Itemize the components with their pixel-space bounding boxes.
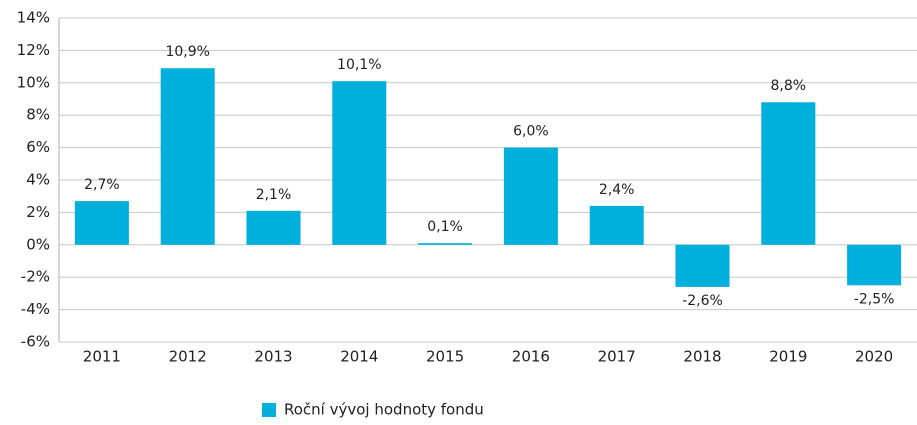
y-tick-label: 0% xyxy=(26,235,50,253)
bar xyxy=(675,244,730,287)
data-label: 2,7% xyxy=(84,177,120,193)
y-tick-label: 8% xyxy=(26,106,50,124)
y-tick-label: 4% xyxy=(26,171,50,189)
bar xyxy=(503,147,558,245)
y-tick-label: 12% xyxy=(17,41,50,59)
data-label: 6,0% xyxy=(513,124,549,140)
bar xyxy=(160,68,215,245)
y-tick-label: 14% xyxy=(17,9,50,27)
legend-label: Roční vývoj hodnoty fondu xyxy=(284,401,484,419)
data-label: 10,9% xyxy=(165,44,209,60)
bar xyxy=(332,81,387,245)
y-tick-label: 10% xyxy=(17,73,50,91)
x-tick-label: 2020 xyxy=(855,348,893,366)
x-tick-label: 2011 xyxy=(83,348,121,366)
x-tick-label: 2018 xyxy=(683,348,721,366)
bar xyxy=(418,243,473,245)
legend-swatch xyxy=(262,403,276,417)
y-tick-label: -2% xyxy=(21,268,50,286)
x-tick-label: 2014 xyxy=(340,348,378,366)
x-tick-label: 2016 xyxy=(512,348,550,366)
data-label: 0,1% xyxy=(427,219,463,235)
data-label: -2,5% xyxy=(854,291,895,307)
y-tick-label: -4% xyxy=(21,300,50,318)
x-tick-label: 2012 xyxy=(169,348,207,366)
y-tick-label: 2% xyxy=(26,203,50,221)
bar xyxy=(589,205,644,245)
y-tick-label: -6% xyxy=(21,333,50,351)
bar xyxy=(74,201,129,245)
data-label: 2,4% xyxy=(599,182,635,198)
x-tick-label: 2019 xyxy=(769,348,807,366)
data-label: 2,1% xyxy=(256,187,292,203)
x-tick-label: 2017 xyxy=(598,348,636,366)
y-tick-label: 6% xyxy=(26,138,50,156)
bar xyxy=(761,102,816,245)
data-label: 10,1% xyxy=(337,57,381,73)
data-label: 8,8% xyxy=(771,78,807,94)
x-tick-label: 2015 xyxy=(426,348,464,366)
bar xyxy=(246,210,301,245)
data-label: -2,6% xyxy=(682,293,723,309)
x-tick-label: 2013 xyxy=(254,348,292,366)
bar xyxy=(847,244,902,286)
